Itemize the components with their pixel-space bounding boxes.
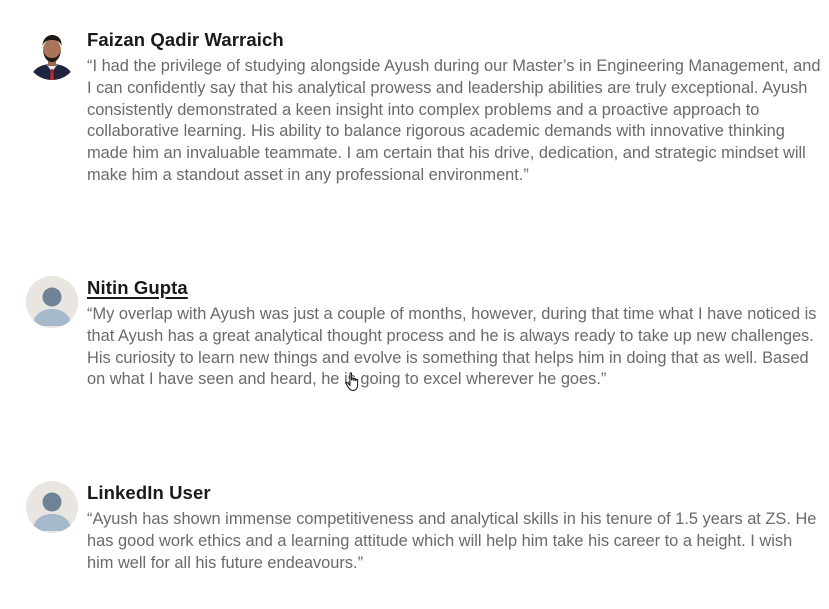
testimonial-content: LinkedIn User “Ayush has shown immense c… <box>87 481 821 574</box>
avatar[interactable] <box>26 276 78 328</box>
user-photo-icon <box>26 28 78 80</box>
recommender-name: LinkedIn User <box>87 482 211 503</box>
default-user-icon <box>26 276 78 328</box>
testimonial-item: LinkedIn User “Ayush has shown immense c… <box>26 481 821 574</box>
default-user-icon <box>26 481 78 533</box>
recommendation-text: “My overlap with Ayush was just a couple… <box>87 305 817 389</box>
testimonial-content: Nitin Gupta “My overlap with Ayush was j… <box>87 276 821 391</box>
recommender-name-link[interactable]: Nitin Gupta <box>87 277 188 298</box>
testimonial-item: Faizan Qadir Warraich “I had the privile… <box>26 28 821 187</box>
recommendation-text: “Ayush has shown immense competitiveness… <box>87 510 817 572</box>
recommendation-text: “I had the privilege of studying alongsi… <box>87 57 821 184</box>
testimonial-item: Nitin Gupta “My overlap with Ayush was j… <box>26 276 821 391</box>
testimonial-content: Faizan Qadir Warraich “I had the privile… <box>87 28 821 187</box>
avatar <box>26 481 78 533</box>
recommender-name: Faizan Qadir Warraich <box>87 29 284 50</box>
avatar <box>26 28 78 80</box>
